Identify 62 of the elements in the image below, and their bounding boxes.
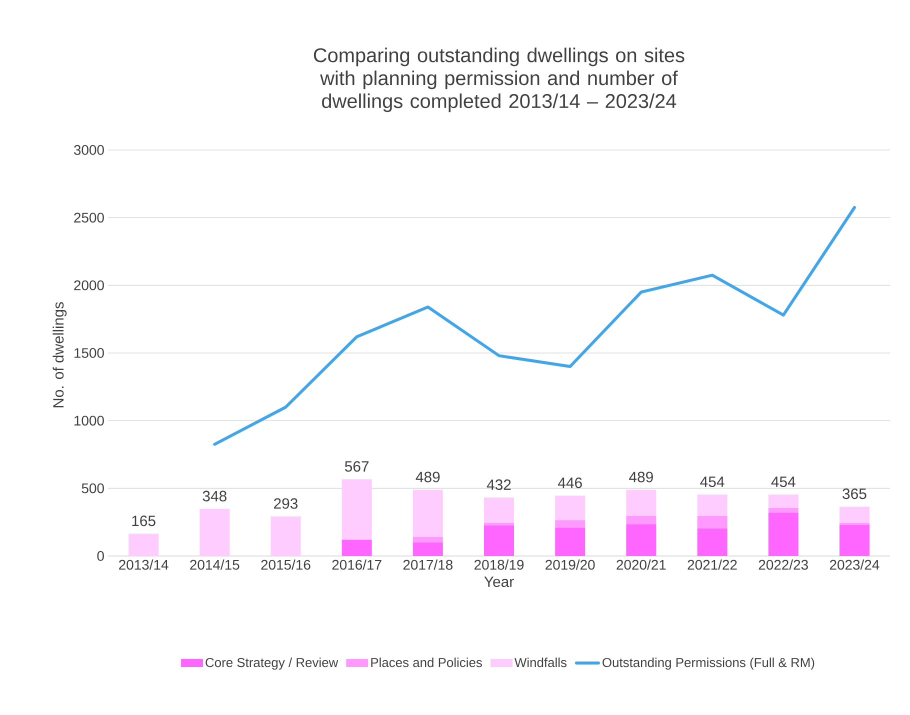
x-tick-label: 2021/22 <box>688 560 737 570</box>
bar <box>412 537 443 542</box>
bar <box>768 512 798 556</box>
chart-title: Comparing outstanding dwellings on sites with planning permission and number of dwellings completed 2013/14 – 2023/24 <box>314 48 684 112</box>
x-axis-title: Year <box>484 576 514 588</box>
y-tick-label: 1500 <box>74 348 104 358</box>
bar <box>626 516 656 524</box>
bar <box>484 498 514 523</box>
legend-label: Outstanding Permissions (Full & RM) <box>602 658 814 670</box>
bar <box>626 490 656 516</box>
bar <box>768 508 798 513</box>
bar <box>839 524 870 556</box>
x-tick-label: 2016/17 <box>332 560 382 570</box>
x-tick-label: 2020/21 <box>616 560 666 570</box>
total-label: 489 <box>416 472 440 482</box>
bar <box>839 506 870 523</box>
total-label: 454 <box>771 476 796 488</box>
x-tick-label: 2023/24 <box>830 560 880 570</box>
total-label: 446 <box>558 478 582 488</box>
legend-label: Windfalls <box>514 658 567 668</box>
total-label: 432 <box>486 479 511 490</box>
bar <box>555 496 586 520</box>
total-label: 293 <box>274 498 298 509</box>
bar <box>626 524 656 556</box>
y-tick-label: 2000 <box>74 280 104 290</box>
x-tick-label: 2017/18 <box>403 560 453 570</box>
y-tick-label: 1000 <box>74 416 104 426</box>
y-tick-label: 3000 <box>74 145 104 155</box>
total-label: 165 <box>132 516 156 526</box>
x-tick-label: 2015/16 <box>261 560 310 570</box>
line-series <box>213 206 856 446</box>
bar <box>697 494 728 516</box>
legend-label: Places and Policies <box>371 658 482 668</box>
y-axis-title: No. of dwellings <box>52 302 67 408</box>
bar <box>484 526 514 556</box>
bar <box>270 516 301 556</box>
bar <box>128 534 159 556</box>
bar <box>555 520 586 528</box>
total-label: 567 <box>344 461 369 472</box>
total-label: 365 <box>842 488 866 500</box>
total-label: 454 <box>700 476 724 488</box>
bar <box>555 528 586 556</box>
bar <box>768 494 798 508</box>
total-label: 348 <box>202 490 226 502</box>
bar <box>697 528 728 556</box>
x-tick-label: 2022/23 <box>758 560 808 570</box>
bar <box>342 540 372 556</box>
x-tick-label: 2019/20 <box>546 560 595 570</box>
bar <box>412 542 443 556</box>
bar <box>412 490 443 538</box>
bar <box>697 516 728 528</box>
bar <box>200 508 230 556</box>
bar <box>484 522 514 526</box>
legend-label: Core Strategy / Review <box>206 658 338 670</box>
x-tick-label: 2018/19 <box>474 560 524 570</box>
y-tick-label: 0 <box>97 551 104 561</box>
x-tick-label: 2014/15 <box>190 560 240 570</box>
y-tick-label: 2500 <box>74 212 104 223</box>
x-tick-label: 2013/14 <box>119 560 168 570</box>
total-label: 489 <box>629 472 653 482</box>
bar <box>342 479 372 540</box>
y-tick-label: 500 <box>82 483 104 494</box>
